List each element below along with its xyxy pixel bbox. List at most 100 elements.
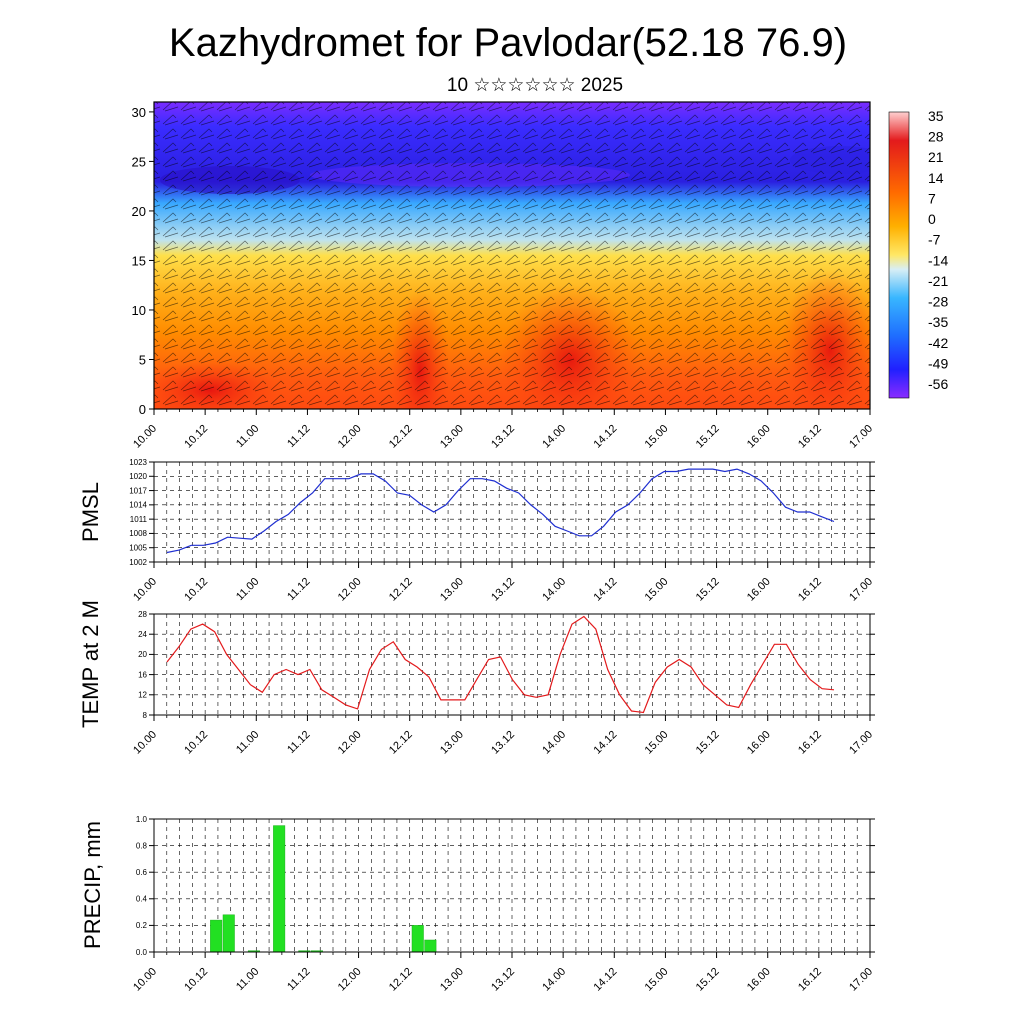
y-tick-label: 24: [138, 630, 147, 639]
x-tick-label: 12.12: [387, 423, 415, 451]
y-tick-label: 10: [132, 303, 146, 318]
y-tick-label: 25: [132, 154, 146, 169]
precip-panel: 0.00.20.40.60.81.0 10.00 10.12 11.00 11.12 1…: [80, 815, 875, 994]
x-tick-label: 17.00: [847, 729, 875, 757]
heatmap-field: [154, 102, 870, 409]
temp-series-line: [166, 615, 835, 714]
x-tick-label: 13.12: [489, 423, 517, 451]
colorbar-label: -14: [928, 252, 948, 268]
y-tick-label: 0.2: [136, 921, 148, 930]
x-tick-label: 10.00: [131, 576, 159, 604]
x-tick-label: 16.00: [745, 576, 773, 604]
heatmap-y-axis: 0 5 10 15 20 25 30: [132, 105, 154, 417]
y-tick-label: 15: [132, 253, 146, 268]
colorbar-label: 14: [928, 170, 944, 186]
x-tick-label: 15.12: [694, 423, 722, 451]
temp-panel: 8 12 16 20 24 28 10.00 10.12 11.00 11.12 12.00 12.…: [78, 600, 875, 757]
x-tick-label: 11.00: [234, 729, 261, 756]
colorbar-label: -49: [928, 355, 948, 371]
x-tick-label: 13.12: [489, 729, 517, 757]
x-tick-label: 11.12: [285, 966, 312, 993]
precip-grid: [154, 818, 870, 953]
x-tick-label: 14.00: [540, 966, 568, 994]
x-tick-label: 13.12: [489, 576, 517, 604]
y-tick-label: 1014: [129, 501, 147, 510]
x-tick-label: 12.00: [336, 729, 364, 757]
x-tick-label: 14.12: [591, 576, 619, 604]
colorbar-label: -56: [928, 376, 948, 392]
x-tick-label: 10.00: [131, 423, 159, 451]
x-tick-label: 13.00: [438, 729, 466, 757]
x-tick-label: 14.00: [540, 423, 568, 451]
precip-bar: [210, 919, 223, 953]
x-tick-label: 14.12: [591, 966, 619, 994]
precip-bars: [210, 825, 437, 953]
x-tick-label: 15.00: [643, 729, 671, 757]
x-tick-label: 14.00: [540, 729, 568, 757]
figure-title: Kazhydromet for Pavlodar(52.18 76.9): [169, 21, 847, 65]
temp-y-label: TEMP at 2 M: [78, 600, 103, 728]
y-tick-label: 12: [138, 691, 147, 700]
colorbar-label: -7: [928, 232, 941, 248]
heatmap-panel: 0 5 10 15 20 25 30 10.00 10.12 11.00 11.12 12.00 12…: [131, 101, 875, 451]
y-tick-label: 20: [132, 204, 146, 219]
x-tick-label: 17.00: [847, 423, 875, 451]
y-tick-label: 5: [139, 352, 146, 367]
x-tick-label: 10.12: [182, 966, 210, 994]
pmsl-y-label: PMSL: [78, 482, 103, 542]
precip-bar: [411, 925, 424, 953]
y-tick-label: 1008: [129, 529, 147, 538]
colorbar-label: 0: [928, 211, 936, 227]
pmsl-y-axis: 1002 1005 1008 1011 1014 1017 1020 1023: [129, 458, 875, 567]
x-tick-label: 14.00: [540, 576, 568, 604]
colorbar-label: 35: [928, 108, 944, 124]
x-tick-label: 11.12: [285, 729, 312, 756]
y-tick-label: 0.4: [136, 895, 148, 904]
x-tick-label: 11.00: [234, 423, 261, 450]
precip-bar: [273, 825, 286, 953]
x-tick-label: 12.12: [387, 966, 415, 994]
x-tick-label: 10.00: [131, 966, 159, 994]
colorbar-label: 21: [928, 149, 944, 165]
pmsl-grid: [154, 461, 870, 563]
y-tick-label: 1.0: [136, 815, 148, 824]
x-tick-label: 15.12: [694, 576, 722, 604]
x-tick-label: 14.12: [591, 729, 619, 757]
x-tick-label: 16.12: [796, 729, 824, 757]
x-tick-label: 16.12: [796, 576, 824, 604]
x-tick-label: 11.00: [234, 576, 261, 603]
x-tick-label: 16.12: [796, 423, 824, 451]
x-tick-label: 16.00: [745, 966, 773, 994]
x-tick-label: 10.00: [131, 729, 159, 757]
x-tick-label: 13.00: [438, 966, 466, 994]
colorbar-label: 28: [928, 129, 944, 145]
temp-x-axis: 10.00 10.12 11.00 11.12 12.00 12.12 13.00 13.12…: [131, 715, 875, 757]
colorbar-ramp: [888, 111, 910, 399]
x-tick-label: 16.12: [796, 966, 824, 994]
x-tick-label: 11.00: [234, 966, 261, 993]
x-tick-label: 15.00: [643, 576, 671, 604]
precip-y-axis: 0.0 0.2 0.4 0.6 0.8 1.0: [136, 815, 875, 957]
x-tick-label: 11.12: [285, 576, 312, 603]
x-tick-label: 10.12: [182, 576, 210, 604]
y-tick-label: 1011: [130, 515, 148, 524]
x-tick-label: 12.00: [336, 576, 364, 604]
x-tick-label: 15.00: [643, 423, 671, 451]
colorbar-label: -21: [928, 273, 948, 289]
y-tick-label: 1023: [129, 458, 147, 467]
colorbar-label: -35: [928, 314, 948, 330]
colorbar-label: 7: [928, 190, 936, 206]
pmsl-series-line: [166, 468, 835, 554]
x-tick-label: 10.12: [182, 423, 210, 451]
x-tick-label: 13.00: [438, 423, 466, 451]
y-tick-label: 8: [143, 711, 148, 720]
x-tick-label: 15.12: [694, 729, 722, 757]
figure-subtitle: 10 ☆☆☆☆☆☆ 2025: [447, 75, 623, 96]
x-tick-label: 10.12: [182, 729, 210, 757]
x-tick-label: 13.00: [438, 576, 466, 604]
colorbar: 35 28 21 14 7 0 -7 -14 -21 -28 -35 -42 -49 -56: [888, 108, 948, 399]
pmsl-x-axis: 10.00 10.12 11.00 11.12 12.00 12.12 13.00 13.12…: [131, 562, 875, 604]
x-tick-label: 17.00: [847, 966, 875, 994]
